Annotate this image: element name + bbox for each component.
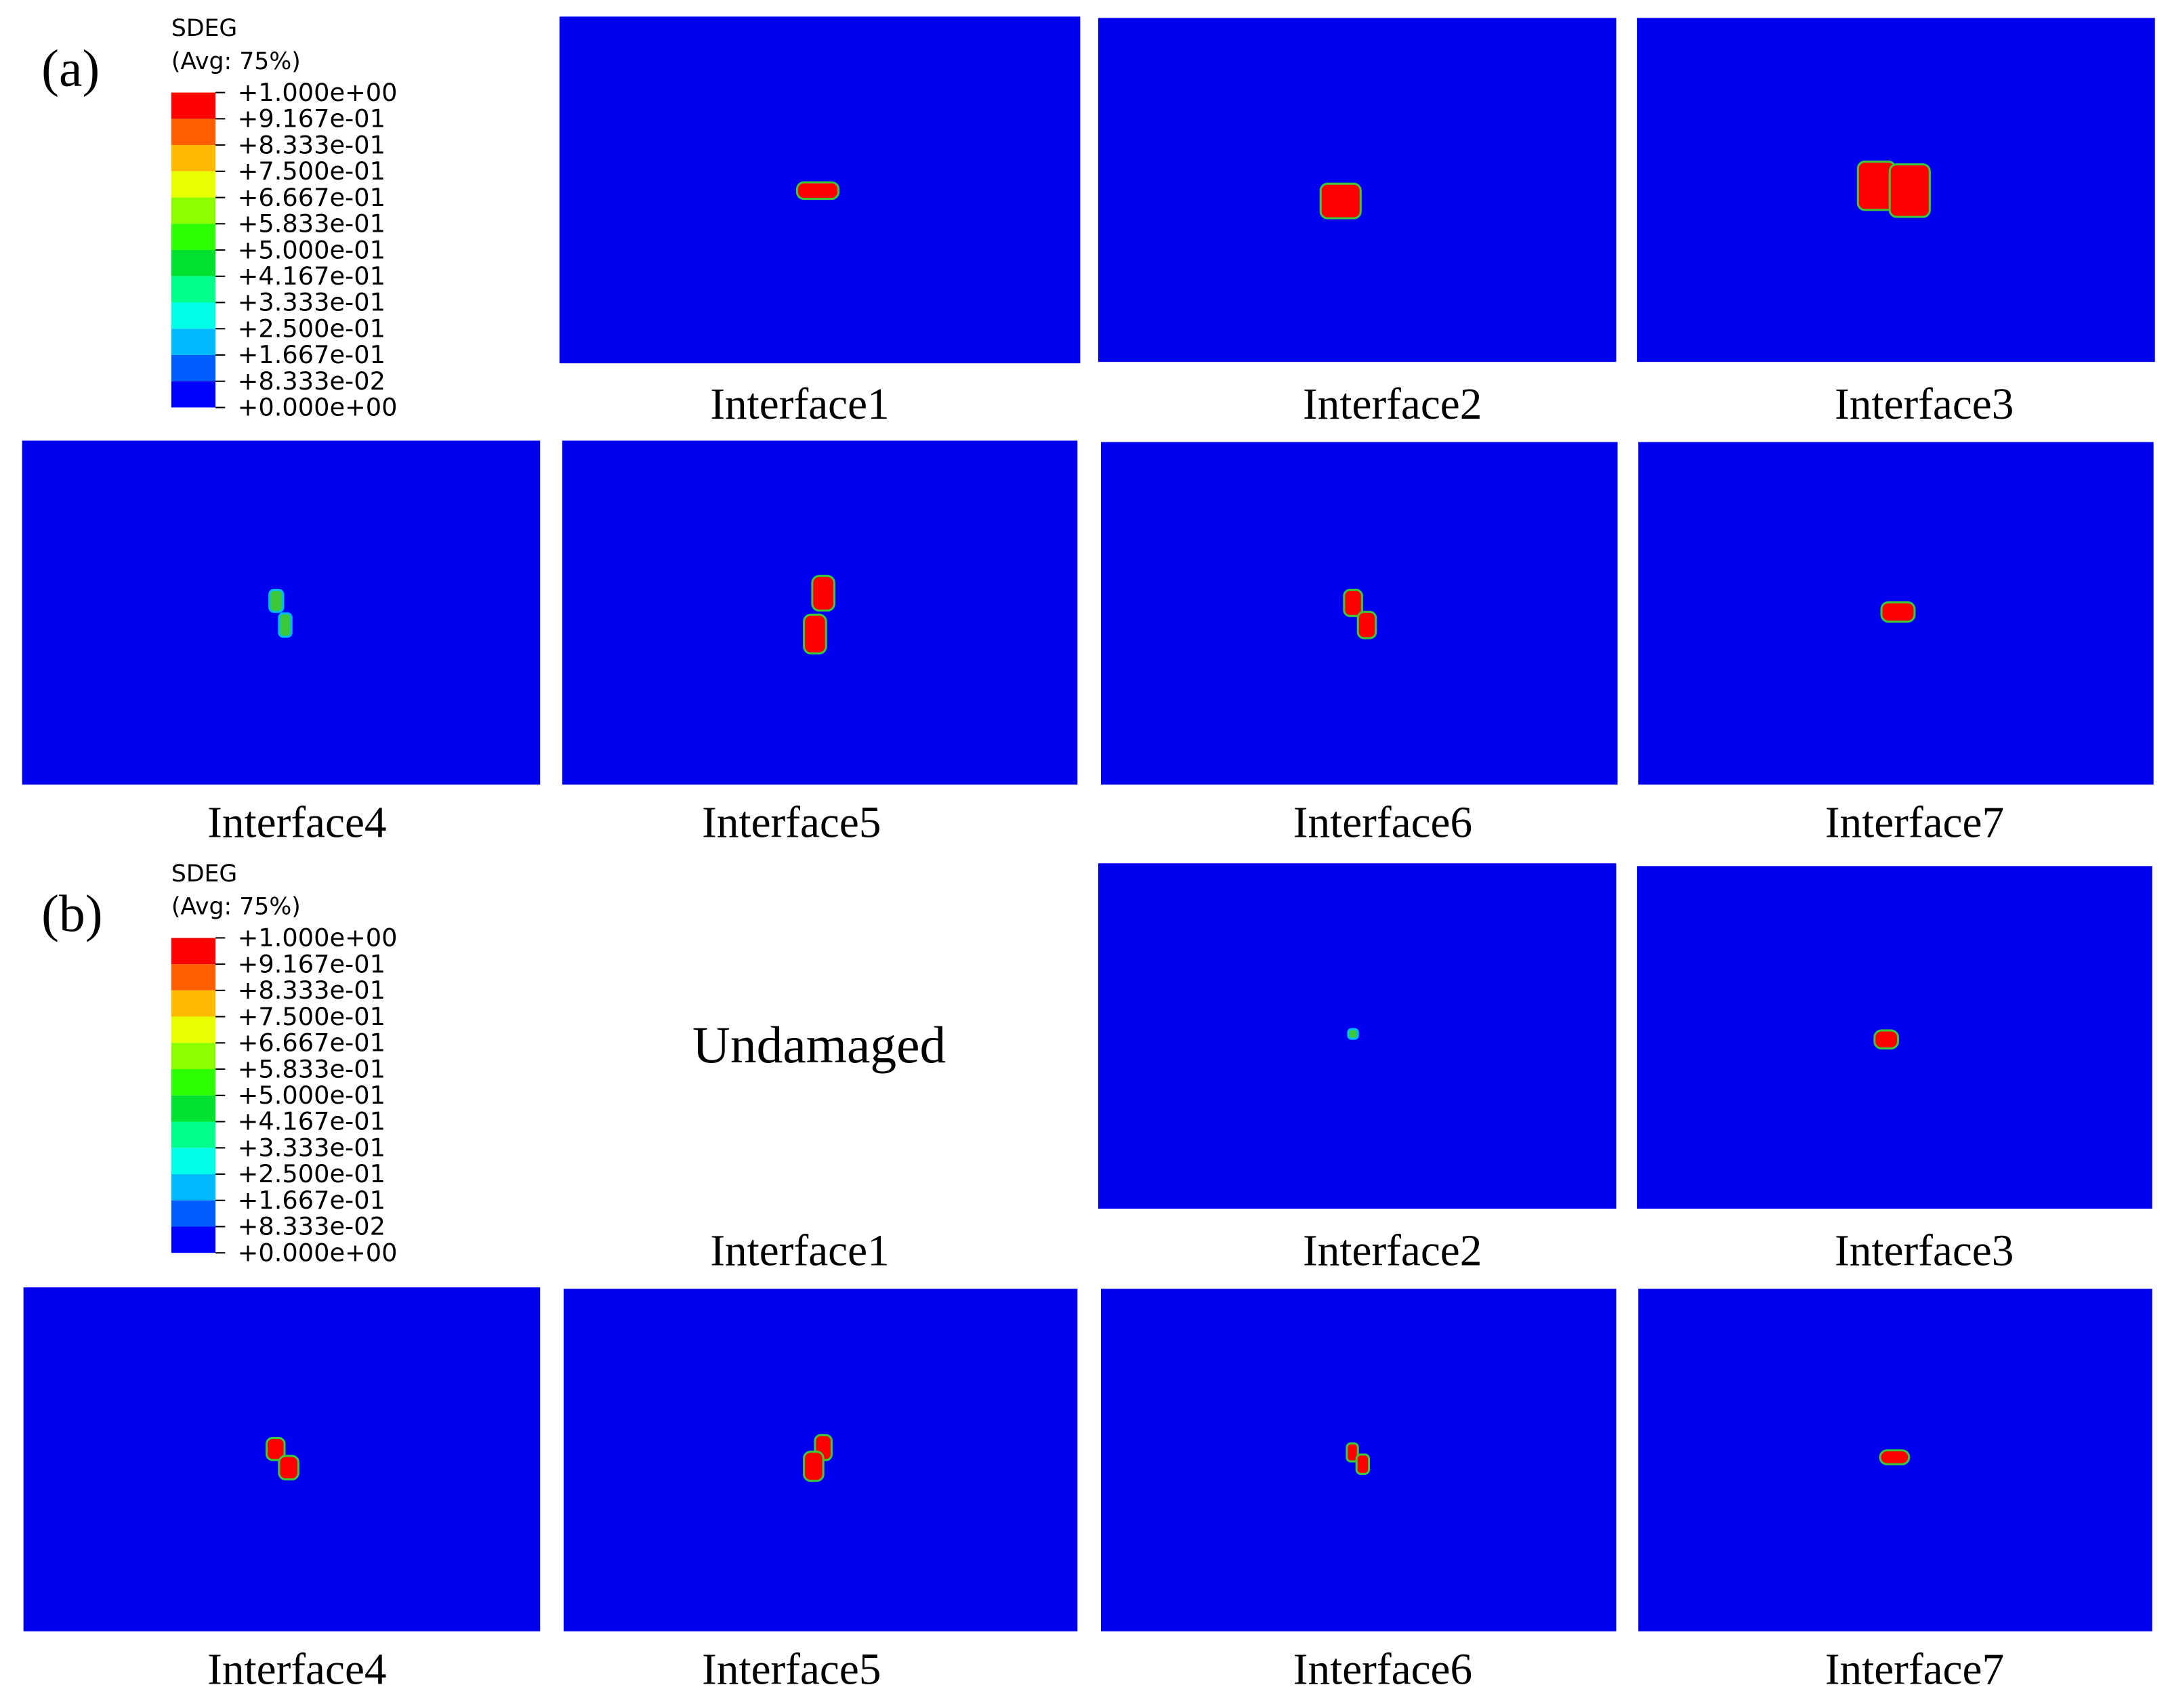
plot-caption: Interface7: [1825, 799, 2004, 848]
damage-zone: [1356, 610, 1377, 640]
damage-zone: [1319, 182, 1362, 220]
legend-swatch: [171, 1043, 216, 1070]
legend-title: SDEG: [171, 860, 237, 888]
damage-zone: [1888, 163, 1931, 218]
legend-tick-label: +6.667e-01: [238, 183, 386, 212]
plot-caption: Interface1: [710, 1227, 889, 1276]
legend-swatch: [171, 990, 216, 1017]
damage-zone: [1343, 589, 1363, 617]
plot-caption: Interface5: [702, 1645, 881, 1694]
legend-swatch: [171, 354, 216, 381]
legend-swatch: [171, 145, 216, 171]
legend-tick-label: +7.500e-01: [238, 157, 386, 186]
contour-plot: [22, 440, 541, 785]
legend-swatch: [171, 329, 216, 355]
legend-tick-label: +1.667e-01: [238, 1186, 386, 1215]
legend-tick-label: +5.000e-01: [238, 1081, 386, 1110]
legend-swatch: [171, 302, 216, 329]
plot-caption: Interface2: [1303, 380, 1482, 429]
legend-swatch: [171, 224, 216, 251]
legend-tick-label: +4.167e-01: [238, 1107, 386, 1136]
damage-zone: [268, 589, 285, 613]
legend-swatch: [171, 250, 216, 276]
legend-tick-label: +5.833e-01: [238, 1054, 386, 1083]
plot-note: Undamaged: [692, 1016, 946, 1074]
legend-swatch: [171, 964, 216, 991]
plot-caption: Interface2: [1303, 1227, 1482, 1276]
damage-zone: [1355, 1453, 1371, 1475]
legend-tick-label: +0.000e+00: [238, 393, 398, 422]
legend-swatch: [171, 1016, 216, 1043]
legend-swatch: [171, 1069, 216, 1096]
legend-swatch: [171, 1200, 216, 1227]
plot-caption: Interface5: [702, 799, 881, 848]
legend-swatch: [171, 1173, 216, 1201]
legend-swatch: [171, 938, 216, 965]
legend-tick-label: +1.000e+00: [238, 923, 398, 953]
damage-zone: [278, 1455, 299, 1481]
legend-subtitle: (Avg: 75%): [171, 48, 301, 75]
legend-tick-label: +9.167e-01: [238, 949, 386, 978]
legend-swatch: [171, 1148, 216, 1174]
damage-zone: [1880, 601, 1916, 623]
damage-zone: [1347, 1028, 1359, 1040]
damage-zone: [811, 575, 836, 612]
legend-tick-label: +3.333e-01: [238, 288, 386, 317]
legend-tick-label: +3.333e-01: [238, 1133, 386, 1162]
legend-tick-label: +1.000e+00: [238, 78, 398, 107]
panel-label: (b): [41, 884, 102, 942]
legend-tick-label: +5.000e-01: [238, 235, 386, 264]
damage-zone: [265, 1436, 286, 1461]
legend-tick-label: +8.333e-01: [238, 976, 386, 1005]
legend-tick-label: +8.333e-02: [238, 1212, 386, 1241]
legend-tick-label: +9.167e-01: [238, 104, 386, 133]
legend-swatch: [171, 119, 216, 146]
damage-zone: [803, 1451, 825, 1482]
damage-zone: [795, 181, 840, 201]
legend-tick-label: +7.500e-01: [238, 1002, 386, 1031]
plot-caption: Interface4: [207, 799, 386, 848]
legend-swatch: [171, 92, 216, 119]
plot-caption: Interface6: [1293, 799, 1472, 848]
legend-tick-label: +5.833e-01: [238, 209, 386, 238]
contour-plot: [562, 440, 1078, 785]
legend-swatch: [171, 1121, 216, 1148]
legend-swatch: [171, 171, 216, 198]
plot-caption: Interface7: [1825, 1645, 2004, 1694]
damage-zone: [278, 612, 293, 638]
legend-swatch: [171, 197, 216, 224]
legend-tick-label: +2.500e-01: [238, 1159, 386, 1188]
plot-caption: Interface4: [207, 1645, 386, 1694]
plot-caption: Interface6: [1293, 1645, 1472, 1694]
legend-tick-label: +8.333e-01: [238, 130, 386, 159]
legend-swatch: [171, 1226, 216, 1253]
panel-label: (a): [41, 39, 100, 97]
legend-tick-label: +1.667e-01: [238, 340, 386, 369]
damage-zone: [1879, 1449, 1911, 1465]
legend-tick-label: +6.667e-01: [238, 1028, 386, 1058]
damage-zone: [1873, 1029, 1899, 1049]
plot-caption: Interface3: [1835, 380, 2014, 429]
damage-zone: [803, 613, 827, 654]
plot-caption: Interface1: [710, 380, 889, 429]
legend-tick-label: +0.000e+00: [238, 1238, 398, 1267]
plot-caption: Interface3: [1835, 1227, 2014, 1276]
legend-title: SDEG: [171, 15, 237, 42]
legend-tick-label: +4.167e-01: [238, 262, 386, 291]
legend-swatch: [171, 1095, 216, 1122]
legend-swatch: [171, 276, 216, 303]
legend-subtitle: (Avg: 75%): [171, 894, 301, 921]
legend-swatch: [171, 381, 216, 408]
legend-tick-label: +2.500e-01: [238, 314, 386, 343]
legend-tick-label: +8.333e-02: [238, 367, 386, 396]
damage-zone: [1346, 1442, 1359, 1463]
